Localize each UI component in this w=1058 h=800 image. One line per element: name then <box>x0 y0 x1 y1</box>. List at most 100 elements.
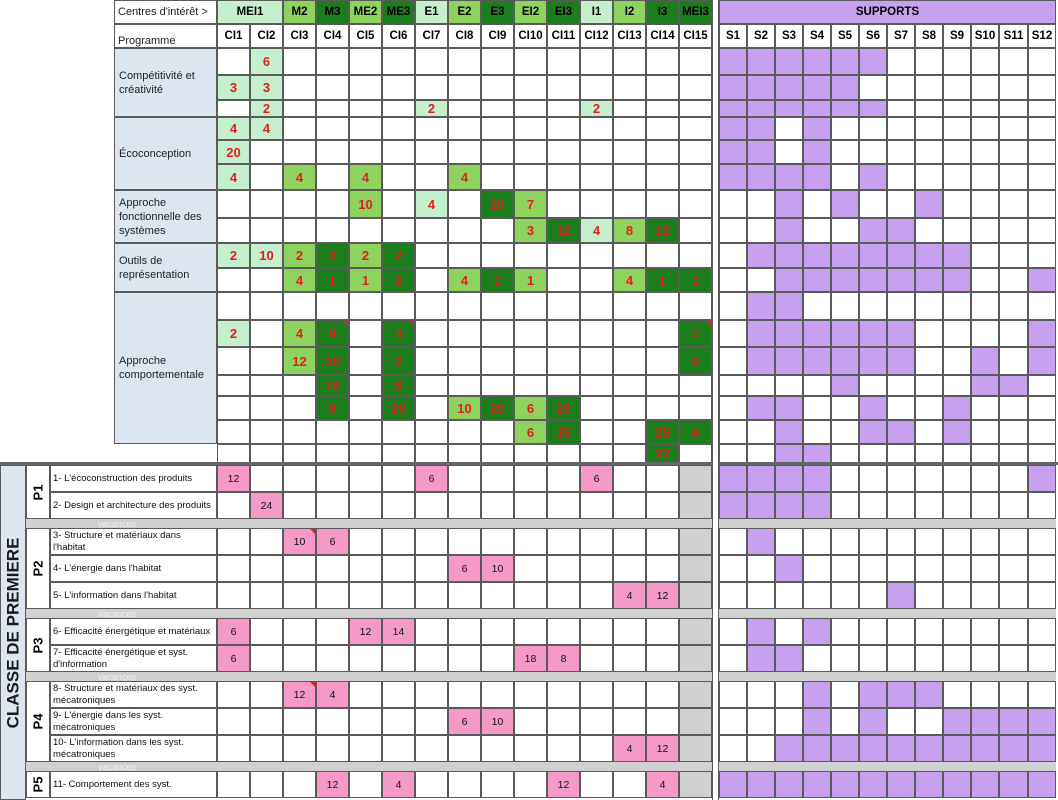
ci-label: CI4 <box>323 30 342 42</box>
support-cell <box>971 292 999 320</box>
support-cell <box>803 268 831 292</box>
grid-cell <box>415 243 448 268</box>
sequence-hours: 6 <box>230 625 237 638</box>
support-cell <box>747 375 775 396</box>
support-cell <box>747 444 775 463</box>
group-header-m3: M3 <box>316 0 349 24</box>
grid-cell <box>217 396 250 420</box>
support-cell <box>887 396 915 420</box>
grid-cell <box>349 771 382 798</box>
support-cell <box>747 243 775 268</box>
grid-cell <box>448 444 481 463</box>
support-cell <box>943 681 971 708</box>
support-cell <box>719 292 747 320</box>
grid-cell <box>580 320 613 347</box>
support-cell <box>803 708 831 735</box>
support-cell <box>747 771 775 798</box>
hours-value: 20 <box>556 400 571 416</box>
hours-cell: 1 <box>316 268 349 292</box>
grid-cell <box>283 555 316 582</box>
support-cell <box>775 681 803 708</box>
support-cell <box>859 618 887 645</box>
support-cell <box>719 444 747 463</box>
grid-cell <box>382 140 415 164</box>
grid-cell <box>217 492 250 519</box>
hours-value: 16 <box>325 378 340 393</box>
sequence-hours: 18 <box>524 652 537 665</box>
grid-cell <box>679 140 712 164</box>
ci-label: CI14 <box>650 30 675 42</box>
support-header-s9: S9 <box>943 24 971 48</box>
support-cell <box>999 618 1028 645</box>
grid-cell <box>448 375 481 396</box>
support-cell <box>859 292 887 320</box>
support-cell <box>915 218 943 243</box>
sequence-hours: 24 <box>260 499 273 512</box>
group-header-mei3: MEI3 <box>679 0 712 24</box>
grid-cell <box>382 582 415 609</box>
hours-value: 7 <box>526 196 535 212</box>
grid-cell <box>613 117 646 140</box>
support-cell <box>831 48 859 75</box>
support-cell <box>747 164 775 190</box>
sequence-hours: 6 <box>593 472 600 485</box>
support-cell <box>943 735 971 762</box>
grid-cell <box>448 735 481 762</box>
support-cell <box>887 708 915 735</box>
hours-value: 4 <box>625 272 634 288</box>
grid-cell <box>382 100 415 117</box>
support-cell <box>775 645 803 672</box>
hours-cell: 12 <box>547 218 580 243</box>
grid-cell <box>679 735 712 762</box>
grid-cell <box>217 444 250 463</box>
hours-cell: 4 <box>448 164 481 190</box>
grid-cell <box>250 681 283 708</box>
support-cell <box>943 140 971 164</box>
hours-value: 12 <box>292 353 307 369</box>
grid-cell <box>448 292 481 320</box>
hours-value: 4 <box>460 169 469 185</box>
support-cell <box>803 218 831 243</box>
grid-cell <box>415 218 448 243</box>
grid-cell <box>481 320 514 347</box>
support-label: S3 <box>781 30 797 42</box>
support-cell <box>831 347 859 375</box>
grid-cell <box>415 48 448 75</box>
sequence-label: 11- Comportement des syst. <box>50 771 217 798</box>
grid-cell <box>580 396 613 420</box>
hours-cell: 4 <box>382 320 415 347</box>
period-cell: P4 <box>26 681 50 762</box>
grid-cell <box>481 117 514 140</box>
grid-cell <box>547 190 580 218</box>
support-cell <box>859 645 887 672</box>
support-cell <box>999 190 1028 218</box>
grid-cell <box>547 681 580 708</box>
grid-cell <box>283 140 316 164</box>
grid-cell <box>547 465 580 492</box>
grid-cell <box>415 681 448 708</box>
support-cell <box>999 735 1028 762</box>
grid-cell <box>679 190 712 218</box>
support-cell <box>803 243 831 268</box>
ci-label: CI8 <box>455 30 474 42</box>
support-cell <box>747 708 775 735</box>
hours-cell: 4 <box>349 164 382 190</box>
grid-cell <box>580 48 613 75</box>
sequence-hours-cell: 10 <box>283 528 316 555</box>
support-cell <box>775 100 803 117</box>
group-label: EI2 <box>521 6 540 18</box>
sequence-label: 10- L'information dans les syst. mécatro… <box>50 735 217 762</box>
hours-value: 2 <box>394 353 403 369</box>
grid-cell <box>349 117 382 140</box>
support-cell <box>943 75 971 100</box>
sequence-hours-cell: 4 <box>382 771 415 798</box>
support-cell <box>775 396 803 420</box>
support-cell <box>859 320 887 347</box>
grid-cell <box>250 320 283 347</box>
support-cell <box>887 681 915 708</box>
support-cell <box>719 243 747 268</box>
grid-cell <box>547 75 580 100</box>
grid-cell <box>481 771 514 798</box>
hours-cell: 3 <box>250 75 283 100</box>
grid-cell <box>316 164 349 190</box>
